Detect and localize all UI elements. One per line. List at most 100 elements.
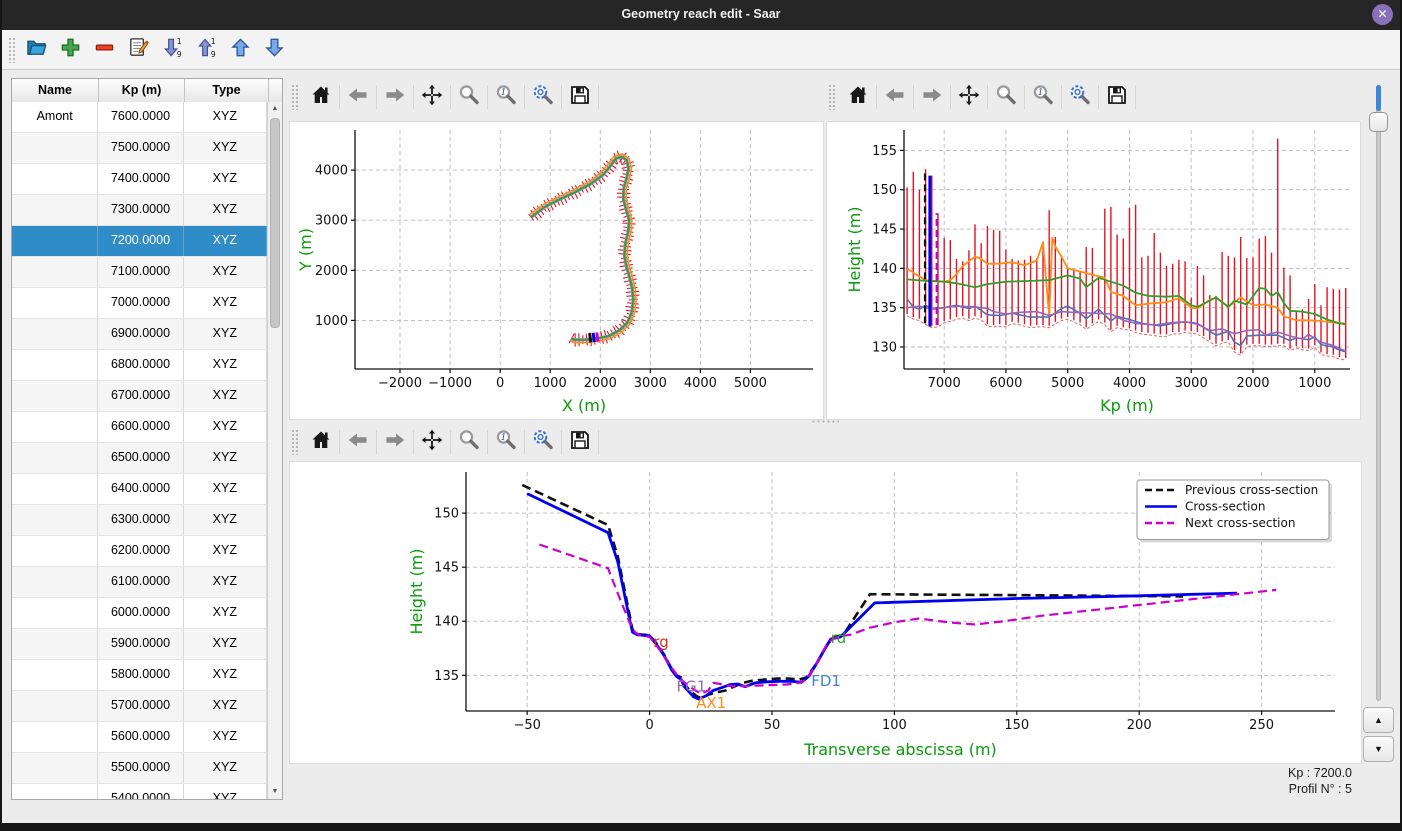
table-cell[interactable]: XYZ bbox=[184, 381, 267, 411]
toolbar-grip[interactable] bbox=[291, 429, 298, 455]
table-cell[interactable]: 7100.0000 bbox=[98, 257, 184, 287]
long-profile-plot[interactable]: 7000 6000 5000 4000 3000 2000 1000 130 135 140 145… bbox=[826, 121, 1361, 420]
close-button[interactable]: ✕ bbox=[1372, 4, 1393, 25]
table-row[interactable]: 6600.0000 XYZ bbox=[12, 412, 267, 443]
table-cell[interactable]: 5700.0000 bbox=[98, 691, 184, 721]
table-row[interactable]: 5500.0000 XYZ bbox=[12, 753, 267, 784]
table-cell[interactable]: XYZ bbox=[184, 598, 267, 628]
table-row[interactable]: 7100.0000 XYZ bbox=[12, 257, 267, 288]
long-profile-chart[interactable]: 7000 6000 5000 4000 3000 2000 1000 130 135 140 145… bbox=[827, 122, 1360, 419]
home-button[interactable] bbox=[306, 427, 336, 457]
table-row[interactable]: 6000.0000 XYZ bbox=[12, 598, 267, 629]
table-row[interactable]: 5400.0000 XYZ bbox=[12, 784, 267, 799]
table-cell[interactable] bbox=[12, 133, 99, 163]
table-cell[interactable]: 5500.0000 bbox=[98, 753, 184, 783]
table-cell[interactable]: XYZ bbox=[184, 753, 267, 783]
table-row[interactable]: 5700.0000 XYZ bbox=[12, 691, 267, 722]
move-up-button[interactable] bbox=[227, 37, 253, 63]
horizontal-splitter[interactable] bbox=[285, 418, 1364, 424]
zoom-button[interactable] bbox=[991, 82, 1021, 112]
toolbar-grip[interactable] bbox=[828, 84, 835, 110]
table-row[interactable]: 7000.0000 XYZ bbox=[12, 288, 267, 319]
back-button[interactable] bbox=[343, 427, 373, 457]
table-cell[interactable]: 6000.0000 bbox=[98, 598, 184, 628]
save-button[interactable] bbox=[565, 427, 595, 457]
table-cell[interactable]: XYZ bbox=[184, 319, 267, 349]
slider-track[interactable] bbox=[1376, 85, 1381, 701]
table-cell[interactable]: 6700.0000 bbox=[98, 381, 184, 411]
table-cell[interactable]: 7200.0000 bbox=[98, 226, 184, 256]
column-header-type[interactable]: Type bbox=[185, 79, 269, 102]
table-row[interactable]: 5900.0000 XYZ bbox=[12, 629, 267, 660]
table-cell[interactable]: XYZ bbox=[184, 133, 267, 163]
table-row[interactable]: 5600.0000 XYZ bbox=[12, 722, 267, 753]
table-cell[interactable]: 7600.0000 bbox=[98, 102, 184, 132]
table-row[interactable]: 6300.0000 XYZ bbox=[12, 505, 267, 536]
table-cell[interactable]: XYZ bbox=[184, 195, 267, 225]
toolbar-grip[interactable] bbox=[8, 36, 15, 63]
forward-button[interactable] bbox=[380, 82, 410, 112]
save-button[interactable] bbox=[1102, 82, 1132, 112]
table-cell[interactable]: XYZ bbox=[184, 474, 267, 504]
remove-button[interactable] bbox=[91, 37, 117, 63]
table-cell[interactable]: XYZ bbox=[184, 350, 267, 380]
table-cell[interactable]: 6100.0000 bbox=[98, 567, 184, 597]
column-header-name[interactable]: Name bbox=[12, 79, 99, 102]
table-row[interactable]: 6400.0000 XYZ bbox=[12, 474, 267, 505]
home-button[interactable] bbox=[306, 82, 336, 112]
table-cell[interactable]: 5600.0000 bbox=[98, 722, 184, 752]
table-cell[interactable]: 5800.0000 bbox=[98, 660, 184, 690]
table-cell[interactable]: 5400.0000 bbox=[98, 784, 184, 799]
table-cell[interactable] bbox=[12, 319, 99, 349]
table-cell[interactable] bbox=[12, 164, 99, 194]
table-row[interactable]: 6700.0000 XYZ bbox=[12, 381, 267, 412]
table-cell[interactable] bbox=[12, 722, 99, 752]
pan-button[interactable] bbox=[417, 427, 447, 457]
table-cell[interactable]: XYZ bbox=[184, 536, 267, 566]
table-cell[interactable]: XYZ bbox=[184, 164, 267, 194]
table-cell[interactable]: 6900.0000 bbox=[98, 319, 184, 349]
slider-handle[interactable] bbox=[1369, 112, 1388, 132]
add-button[interactable] bbox=[57, 37, 83, 63]
scroll-down-icon[interactable]: ▼ bbox=[271, 788, 279, 795]
table-cell[interactable] bbox=[12, 412, 99, 442]
pan-button[interactable] bbox=[954, 82, 984, 112]
table-cell[interactable] bbox=[12, 598, 99, 628]
zoom-one-button[interactable]: 1 bbox=[1028, 82, 1058, 112]
table-cell[interactable]: XYZ bbox=[184, 443, 267, 473]
table-row[interactable]: 6200.0000 XYZ bbox=[12, 536, 267, 567]
zoom-fit-button[interactable] bbox=[1065, 82, 1095, 112]
move-down-button[interactable] bbox=[261, 37, 287, 63]
zoom-button[interactable] bbox=[454, 427, 484, 457]
previous-section-button[interactable]: ▲ bbox=[1363, 707, 1394, 733]
zoom-fit-button[interactable] bbox=[528, 427, 558, 457]
table-cell[interactable]: XYZ bbox=[184, 288, 267, 318]
table-cell[interactable]: 6300.0000 bbox=[98, 505, 184, 535]
table-row[interactable]: Amont 7600.0000 XYZ bbox=[12, 102, 267, 133]
table-scrollbar[interactable]: ▲ ▼ bbox=[267, 102, 282, 799]
table-cell[interactable] bbox=[12, 567, 99, 597]
zoom-button[interactable] bbox=[454, 82, 484, 112]
table-cell[interactable] bbox=[12, 660, 99, 690]
scrollbar-thumb[interactable] bbox=[270, 118, 280, 328]
zoom-one-button[interactable]: 1 bbox=[491, 82, 521, 112]
table-cell[interactable] bbox=[12, 474, 99, 504]
table-cell[interactable]: 7500.0000 bbox=[98, 133, 184, 163]
table-cell[interactable] bbox=[12, 629, 99, 659]
section-slider[interactable] bbox=[1369, 85, 1388, 701]
table-cell[interactable]: 6400.0000 bbox=[98, 474, 184, 504]
table-cell[interactable]: XYZ bbox=[184, 226, 267, 256]
table-cell[interactable]: XYZ bbox=[184, 722, 267, 752]
toolbar-grip[interactable] bbox=[291, 84, 298, 110]
table-cell[interactable] bbox=[12, 288, 99, 318]
table-cell[interactable]: 7300.0000 bbox=[98, 195, 184, 225]
home-button[interactable] bbox=[843, 82, 873, 112]
table-cell[interactable]: XYZ bbox=[184, 660, 267, 690]
table-cell[interactable]: XYZ bbox=[184, 412, 267, 442]
open-button[interactable] bbox=[23, 37, 49, 63]
table-cell[interactable]: 7000.0000 bbox=[98, 288, 184, 318]
edit-button[interactable] bbox=[125, 37, 151, 63]
